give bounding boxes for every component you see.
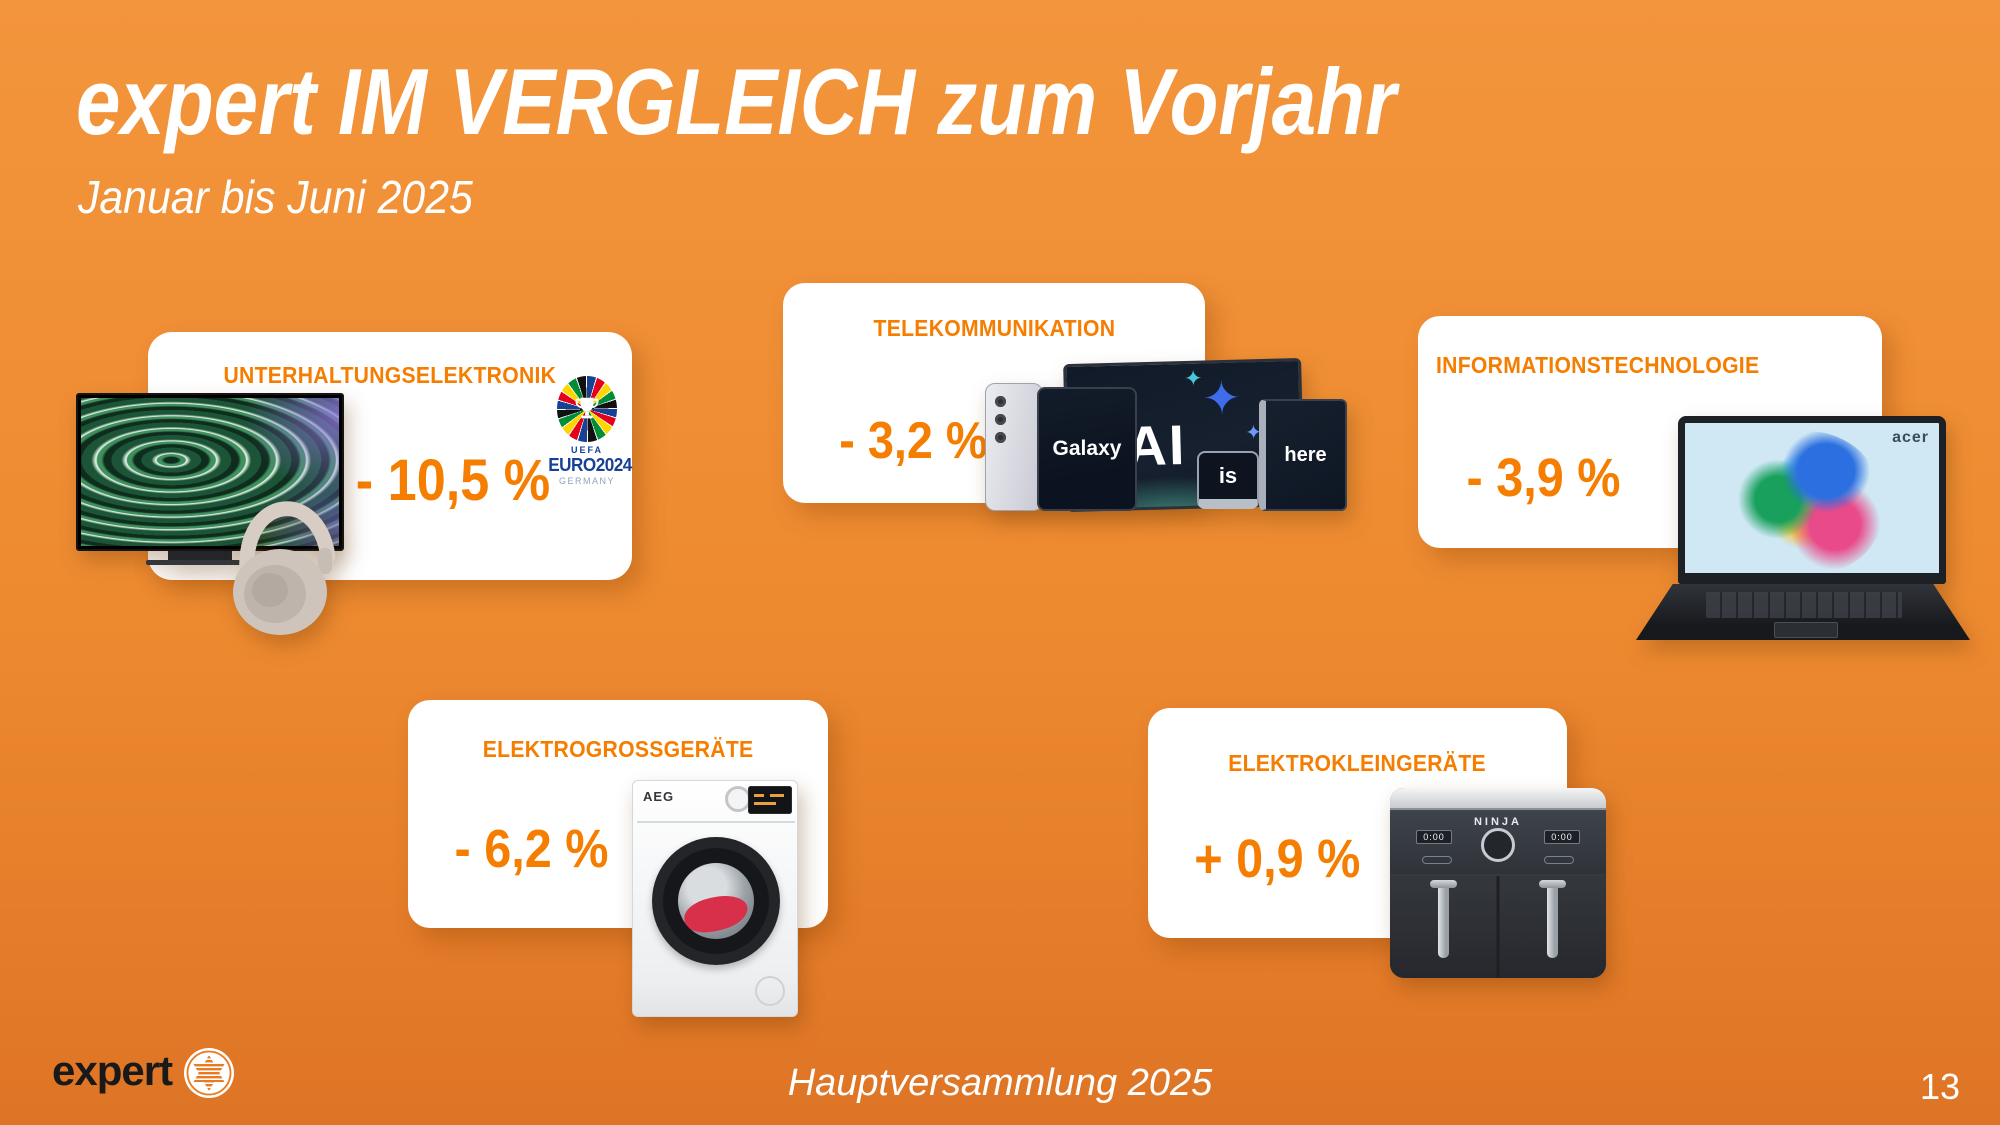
washer-filter-door (755, 976, 785, 1006)
tv-product-image (76, 393, 344, 551)
washer-door (652, 837, 780, 965)
galaxy-devices-product-image: AI ✦ ✦ ✦ here Galaxy is (985, 355, 1347, 513)
headphones-icon (233, 501, 336, 635)
fryer-lid (1390, 788, 1606, 810)
tv-stand-base (146, 560, 254, 565)
sparkle-icon: ✦ (1201, 371, 1242, 425)
category-label: INFORMATIONSTECHNOLOGIE (1436, 352, 1760, 378)
trophy-icon (575, 397, 599, 419)
page-number: 13 (1919, 1066, 1960, 1107)
euro2024-uefa-text: UEFA (570, 445, 603, 455)
air-fryer-product-image: NINJA 0:00 0:00 (1390, 788, 1606, 978)
laptop-product-image: acer (1636, 416, 1970, 652)
expert-star-icon (184, 1048, 234, 1098)
tv-screen-art (81, 398, 339, 546)
category-value: + 0,9 % (1193, 829, 1361, 889)
page-subtitle: Januar bis Juni 2025 (78, 170, 503, 224)
washing-machine-product-image: AEG (632, 780, 798, 1017)
fryer-drawers (1390, 876, 1606, 978)
category-label: ELEKTROKLEINGERÄTE (1228, 750, 1487, 776)
galaxy-flip-phone: is (1197, 451, 1259, 509)
galaxy-phone: Galaxy (1037, 387, 1137, 511)
fryer-left-handle (1430, 880, 1457, 958)
red-laundry-art (681, 892, 751, 936)
expert-logo-wordmark: expert (52, 1047, 173, 1094)
page-title: expert IM VERGLEICH zum Vorjahr (76, 49, 1629, 154)
category-label: UNTERHALTUNGSELEKTRONIK (223, 362, 557, 388)
category-label: ELEKTROGROSSGERÄTE (482, 736, 754, 762)
fryer-left-display: 0:00 (1416, 830, 1452, 844)
sparkle-icon: ✦ (1183, 365, 1203, 391)
laptop-keyboard (1706, 592, 1902, 618)
aeg-logo-text: AEG (643, 789, 675, 804)
fryer-right-button (1544, 856, 1574, 864)
galaxy-silver-phone (985, 383, 1043, 511)
category-value: - 3,2 % (838, 412, 988, 470)
galaxy-fold-phone: here (1259, 399, 1347, 511)
camera-lens-icon (995, 432, 1006, 443)
headphones-product-image (218, 460, 346, 638)
bloom-wallpaper-art (1733, 431, 1883, 573)
footer-event-title: Hauptversammlung 2025 (787, 1062, 1213, 1104)
tv-stand (168, 551, 232, 561)
category-label: TELEKOMMUNIKATION (873, 315, 1115, 341)
fryer-left-button (1422, 856, 1452, 864)
camera-lens-icon (995, 414, 1006, 425)
camera-lens-icon (995, 396, 1006, 407)
fryer-dial (1481, 828, 1515, 862)
washer-panel-divider (637, 821, 795, 823)
washer-display (748, 786, 792, 814)
fryer-right-handle (1539, 880, 1566, 958)
fryer-control-panel: NINJA 0:00 0:00 (1390, 812, 1606, 874)
laptop-screen: acer (1678, 416, 1946, 584)
fryer-drawer-seam (1496, 876, 1500, 978)
fryer-right-display: 0:00 (1544, 830, 1580, 844)
euro2024-badge: UEFA EURO2024 GERMANY (546, 376, 632, 486)
washer-door-glass (678, 863, 754, 939)
euro2024-title-text: EURO2024 (548, 455, 632, 475)
ninja-logo-text: NINJA (1473, 816, 1522, 828)
category-value: - 10,5 % (355, 448, 551, 513)
page-title-text: expert IM VERGLEICH zum Vorjahr (76, 49, 1397, 154)
page-subtitle-text: Januar bis Juni 2025 (78, 171, 473, 223)
acer-logo-text: acer (1892, 429, 1929, 446)
laptop-touchpad (1774, 622, 1838, 638)
euro2024-ring-icon (557, 376, 617, 442)
category-value: - 6,2 % (455, 819, 609, 879)
category-value: - 3,9 % (1467, 448, 1621, 508)
euro2024-country-text: GERMANY (558, 476, 615, 486)
